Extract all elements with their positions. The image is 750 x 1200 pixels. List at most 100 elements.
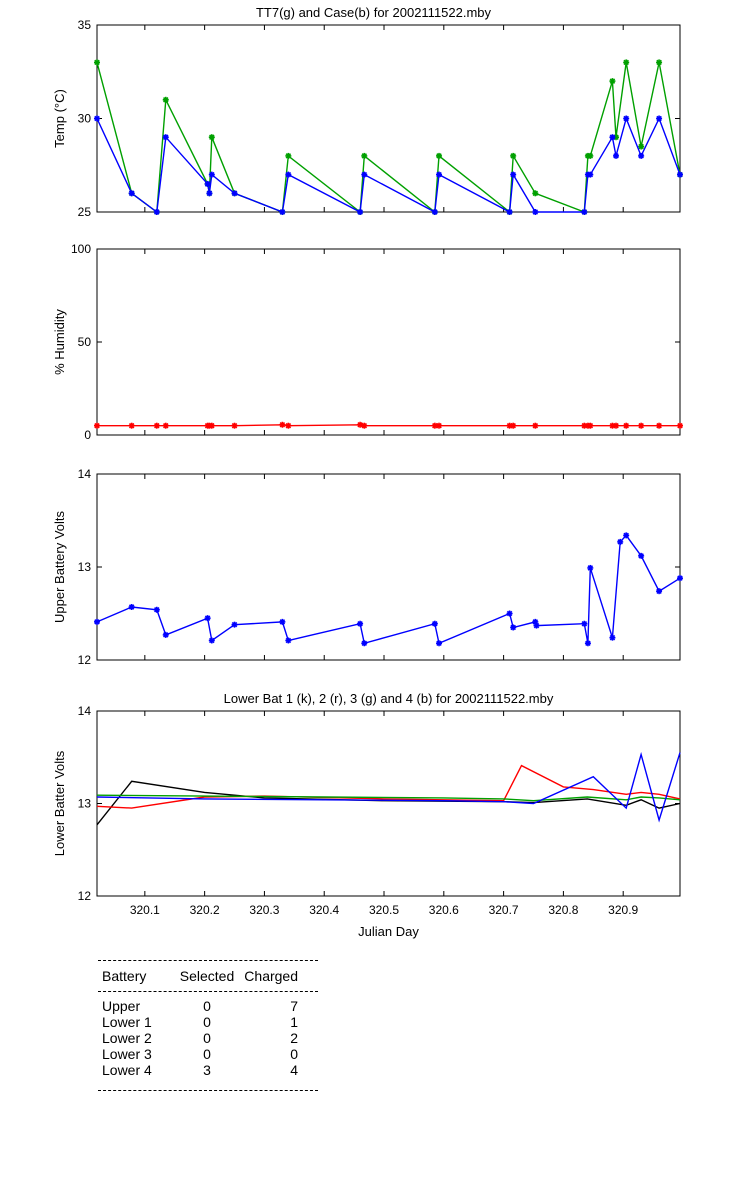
y-axis-label: % Humidity <box>52 309 67 375</box>
y-axis-label: Lower Batter Volts <box>52 750 67 856</box>
x-tick-label: 320.1 <box>130 903 160 917</box>
data-point <box>510 624 517 631</box>
data-point <box>656 422 663 429</box>
table-header-selected: Selected <box>179 968 235 984</box>
table-row: Lower 2 0 2 <box>98 1030 318 1046</box>
data-point <box>532 209 539 215</box>
data-point <box>208 171 215 178</box>
y-tick-label: 13 <box>78 797 92 811</box>
data-point <box>279 618 286 625</box>
data-point <box>279 421 286 428</box>
data-point <box>623 532 630 539</box>
data-point <box>623 59 630 66</box>
y-tick-label: 35 <box>78 18 92 32</box>
table-row: Upper 0 7 <box>98 998 318 1014</box>
data-point <box>638 552 645 559</box>
data-point <box>677 171 683 178</box>
plot-area <box>96 710 681 897</box>
data-point <box>609 634 616 641</box>
chart-title: TT7(g) and Case(b) for 2002111522.mby <box>256 5 492 20</box>
data-point <box>532 190 539 197</box>
data-point <box>609 134 616 141</box>
table-divider-middle <box>98 991 318 992</box>
table-body: Upper 0 7 Lower 1 0 1 Lower 2 0 2 Lower … <box>98 998 318 1078</box>
table-divider-top <box>98 960 318 961</box>
data-point <box>613 422 620 429</box>
table-cell-charged: 7 <box>290 998 298 1014</box>
table-cell-selected: 0 <box>203 1046 211 1062</box>
data-point <box>431 620 438 627</box>
data-point <box>584 640 591 647</box>
table-header-charged: Charged <box>244 968 298 984</box>
data-point <box>162 631 169 638</box>
data-point <box>128 603 135 610</box>
y-tick-label: 12 <box>78 889 92 903</box>
data-point <box>153 606 160 613</box>
data-point <box>357 209 364 215</box>
table-cell-battery: Upper <box>102 998 141 1014</box>
y-tick-label: 0 <box>84 428 91 442</box>
data-point <box>510 422 517 429</box>
table-row: Lower 4 3 4 <box>98 1062 318 1078</box>
data-point <box>638 422 645 429</box>
data-point <box>638 143 645 150</box>
table-cell-battery: Lower 4 <box>102 1062 152 1078</box>
data-point <box>436 152 443 159</box>
data-point <box>587 171 594 178</box>
data-point <box>506 209 513 215</box>
y-axis-label: Upper Battery Volts <box>52 511 67 623</box>
plot-area <box>96 24 681 213</box>
table-cell-charged: 4 <box>290 1062 298 1078</box>
data-point <box>231 190 238 197</box>
y-tick-label: 14 <box>78 704 92 718</box>
data-point <box>94 115 100 122</box>
y-tick-label: 50 <box>78 335 92 349</box>
chart-title: Lower Bat 1 (k), 2 (r), 3 (g) and 4 (b) … <box>224 691 554 706</box>
data-point <box>204 615 211 622</box>
data-point <box>285 171 292 178</box>
y-axis-label: Temp (°C) <box>52 89 67 148</box>
data-point <box>510 171 517 178</box>
data-point <box>609 78 616 85</box>
y-tick-label: 30 <box>78 112 92 126</box>
x-tick-label: 320.7 <box>489 903 519 917</box>
y-tick-label: 100 <box>71 242 91 256</box>
data-point <box>587 422 594 429</box>
data-point <box>436 171 443 178</box>
x-tick-label: 320.4 <box>309 903 339 917</box>
y-tick-label: 25 <box>78 205 92 219</box>
data-point <box>357 620 364 627</box>
data-point <box>361 152 368 159</box>
data-point <box>94 618 100 625</box>
data-point <box>361 171 368 178</box>
series-line <box>96 751 681 823</box>
data-point <box>204 180 211 187</box>
data-point <box>285 152 292 159</box>
x-tick-label: 320.6 <box>429 903 459 917</box>
table-cell-selected: 0 <box>203 998 211 1014</box>
data-point <box>208 422 215 429</box>
data-point <box>206 190 213 197</box>
data-point <box>128 190 135 197</box>
data-point <box>510 152 517 159</box>
table-cell-battery: Lower 3 <box>102 1046 152 1062</box>
data-point <box>533 622 540 629</box>
data-point <box>613 152 620 159</box>
x-tick-label: 320.5 <box>369 903 399 917</box>
table-cell-selected: 3 <box>203 1062 211 1078</box>
y-tick-label: 12 <box>78 653 92 667</box>
data-point <box>638 152 645 159</box>
data-point <box>231 621 238 628</box>
table-cell-selected: 0 <box>203 1030 211 1046</box>
data-point <box>581 620 588 627</box>
data-point <box>431 209 438 215</box>
data-point <box>623 422 630 429</box>
table-cell-selected: 0 <box>203 1014 211 1030</box>
data-point <box>162 96 169 103</box>
data-point <box>436 422 443 429</box>
data-point <box>677 422 683 429</box>
data-point <box>208 637 215 644</box>
series-line <box>96 764 681 809</box>
data-point <box>581 209 588 215</box>
plot-area <box>96 473 681 661</box>
